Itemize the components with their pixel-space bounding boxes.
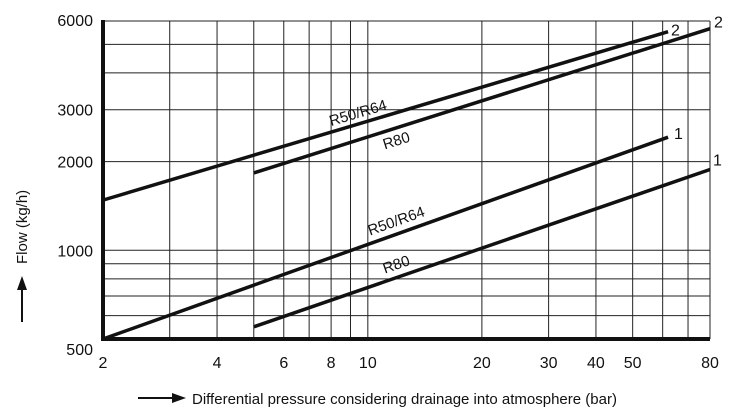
tick-layer: 2 4 6 8 10 20 30 40 50 80 500 1000 2000 3000 6000 [57,13,719,372]
x-tick-label: 4 [213,355,222,372]
x-axis-arrow-head [172,393,186,403]
y-tick-label: 1000 [57,243,93,260]
x-axis-title-group: Differential pressure considering draina… [138,391,617,408]
y-axis-title-group: Flow (kg/h) [14,190,31,322]
series-end-label: 1 [674,126,683,143]
series-line-3 [102,135,669,341]
x-tick-label: 20 [473,355,491,372]
x-axis-title: Differential pressure considering draina… [192,391,617,408]
y-axis-title: Flow (kg/h) [14,190,31,264]
grid-layer [101,20,711,341]
y-axis-arrow-head [17,276,27,290]
x-tick-label: 8 [327,355,336,372]
x-tick-label: 30 [540,355,558,372]
x-tick-label: 80 [701,355,719,372]
series-end-label: 2 [671,23,680,40]
x-tick-label: 40 [587,355,605,372]
series-end-label: 2 [714,15,723,32]
series-layer [102,27,711,341]
series-end-label: 1 [713,153,722,170]
x-tick-label: 6 [279,355,288,372]
x-tick-label: 2 [99,355,108,372]
series-line-1 [102,29,669,202]
y-tick-label: 500 [66,342,93,359]
x-tick-label: 10 [359,355,377,372]
series-line-2 [253,27,711,175]
y-tick-label: 2000 [57,155,93,172]
series-line-4 [253,167,711,329]
x-tick-label: 50 [624,355,642,372]
y-tick-label: 6000 [57,13,93,30]
y-tick-label: 3000 [57,103,93,120]
